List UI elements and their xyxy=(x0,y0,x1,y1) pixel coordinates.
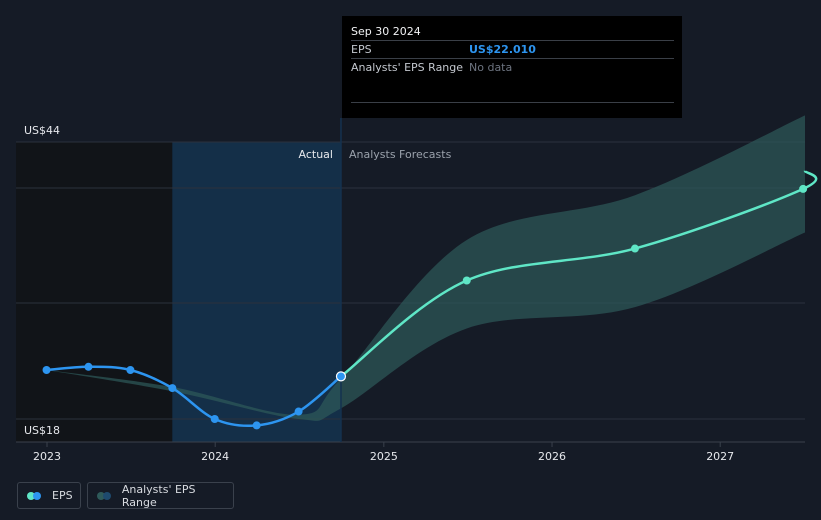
eps-actual-point-4[interactable] xyxy=(210,415,219,423)
tooltip-range-row: Analysts' EPS Range No data xyxy=(351,58,674,76)
eps-tooltip: Sep 30 2024 EPS US$22.010 Analysts' EPS … xyxy=(342,16,682,118)
tooltip-divider xyxy=(351,102,674,103)
forecast-region-label: Analysts Forecasts xyxy=(349,148,452,161)
eps-actual-point-0[interactable] xyxy=(42,365,51,374)
tooltip-eps-label: EPS xyxy=(351,43,372,56)
x-tick-label-2025: 2025 xyxy=(370,450,398,463)
x-tick-label-2026: 2026 xyxy=(538,450,566,463)
range-legend-icon xyxy=(97,491,112,500)
legend-range-toggle[interactable]: Analysts' EPS Range xyxy=(87,482,234,509)
tooltip-eps-row: EPS US$22.010 xyxy=(351,40,674,58)
eps-forecast-point-1[interactable] xyxy=(630,244,639,253)
y-tick-label-top: US$44 xyxy=(24,124,60,137)
tooltip-date: Sep 30 2024 xyxy=(351,25,421,38)
eps-actual-point-6[interactable] xyxy=(294,407,303,416)
eps-forecast-point-2[interactable] xyxy=(799,184,808,193)
tooltip-range-label: Analysts' EPS Range xyxy=(351,61,464,74)
eps-actual-point-1[interactable] xyxy=(84,362,93,371)
tooltip-range-value: No data xyxy=(469,61,513,74)
eps-actual-point-2[interactable] xyxy=(126,365,135,374)
eps-forecast-point-0[interactable] xyxy=(462,276,471,285)
legend-eps-toggle[interactable]: EPS xyxy=(17,482,81,509)
eps-actual-point-7[interactable] xyxy=(335,371,347,382)
x-axis-ticks: 2023 2024 2025 2026 2027 xyxy=(33,442,734,463)
eps-actual-point-3[interactable] xyxy=(168,384,177,393)
eps-legend-icon xyxy=(27,491,42,500)
x-tick-label-2023: 2023 xyxy=(33,450,61,463)
eps-range-area xyxy=(46,115,805,421)
legend-range-label: Analysts' EPS Range xyxy=(121,482,196,509)
past-period-shade xyxy=(16,142,173,442)
tooltip-eps-value: US$22.010 xyxy=(469,43,536,56)
last-year-highlight-band xyxy=(172,142,341,442)
y-tick-label-bottom: US$18 xyxy=(24,424,60,437)
x-tick-label-2027: 2027 xyxy=(706,450,734,463)
actual-region-label: Actual xyxy=(299,148,333,161)
eps-markers xyxy=(42,184,808,430)
eps-actual-point-5[interactable] xyxy=(252,421,261,430)
x-tick-label-2024: 2024 xyxy=(201,450,229,463)
legend-eps-label: EPS xyxy=(52,489,73,502)
